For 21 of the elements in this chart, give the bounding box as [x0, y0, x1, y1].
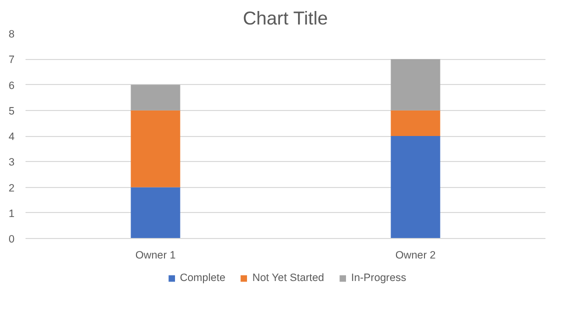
x-tick-label: Owner 2: [395, 250, 436, 262]
bar: [130, 84, 180, 110]
y-tick-label: 3: [8, 156, 15, 169]
chart-title: Chart Title: [242, 8, 328, 28]
y-tick-label: 7: [8, 54, 15, 66]
bar: [390, 59, 440, 110]
y-tick-label: 4: [8, 131, 15, 143]
legend-label: In-Progress: [351, 272, 406, 284]
y-tick-label: 8: [8, 28, 15, 40]
bar: [390, 136, 440, 238]
legend-label: Complete: [180, 272, 226, 284]
bar: [130, 187, 180, 238]
bar: [130, 110, 180, 188]
y-tick-label: 2: [8, 182, 15, 194]
bar: [390, 110, 440, 136]
y-tick-label: 0: [8, 234, 15, 246]
y-tick-label: 6: [8, 80, 15, 92]
y-tick-label: 5: [8, 105, 15, 118]
y-tick-label: 1: [8, 208, 15, 220]
legend-label: Not Yet Started: [252, 272, 324, 284]
x-tick-label: Owner 1: [135, 250, 176, 262]
